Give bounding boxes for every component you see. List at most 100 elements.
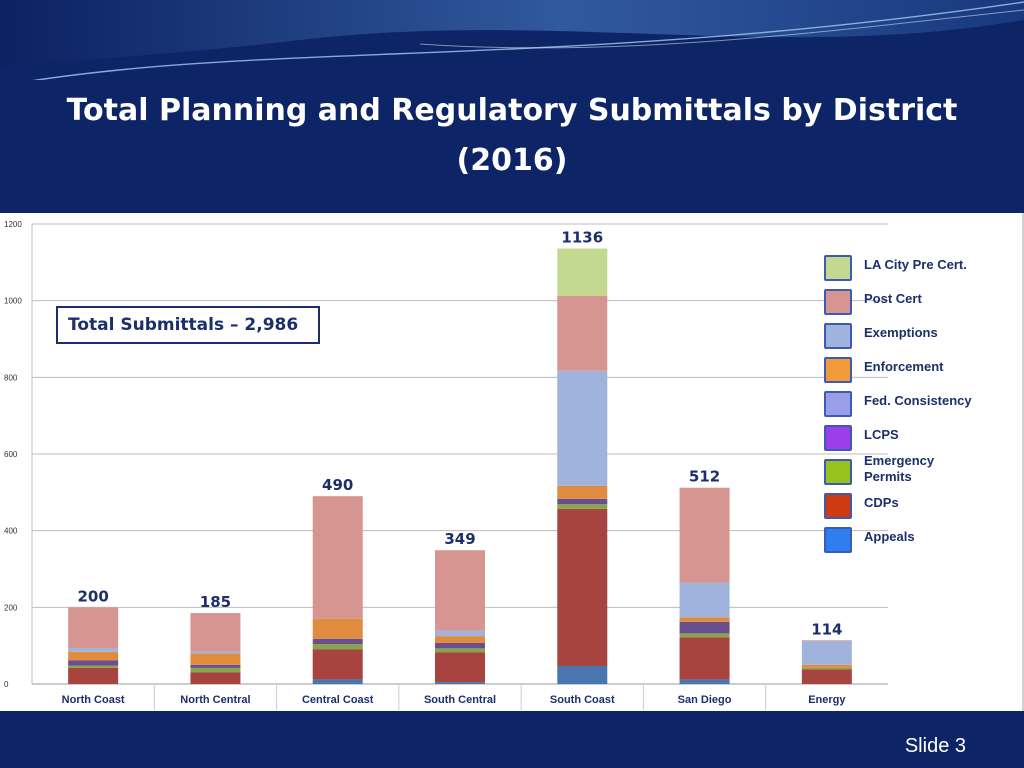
bar-segment — [679, 637, 730, 680]
legend-label: Post Cert — [864, 291, 922, 307]
bar-segment — [801, 669, 852, 684]
header-decoration — [0, 0, 1024, 80]
legend-label: CDPs — [864, 495, 899, 511]
bar-segment — [68, 667, 119, 684]
data-label: 512 — [689, 468, 720, 486]
stacked-bar-chart: 0 200 400 600 800 1000 1200 200 North Coast 185 No… — [4, 220, 888, 710]
legend-label-line: Appeals — [864, 529, 915, 544]
legend-label-line: LA City Pre Cert. — [864, 257, 967, 272]
legend-label: LA City Pre Cert. — [864, 257, 967, 273]
legend-swatch — [824, 493, 852, 519]
legend-label: Fed. Consistency — [864, 393, 972, 409]
legend-item: Post Cert — [824, 287, 1024, 315]
legend-item: Appeals — [824, 525, 1024, 553]
legend-swatch — [824, 391, 852, 417]
bar-segment — [190, 613, 241, 652]
x-tick-label: San Diego — [678, 694, 732, 706]
bar-segment — [190, 667, 241, 673]
legend-swatch — [824, 527, 852, 553]
bar-segment — [68, 665, 119, 668]
bar-segment — [312, 618, 363, 639]
legend-item: LCPS — [824, 423, 1024, 451]
y-tick-label: 800 — [4, 373, 18, 382]
legend-item: Enforcement — [824, 355, 1024, 383]
legend-swatch — [824, 459, 852, 485]
panel-edge — [1022, 213, 1024, 711]
y-tick-label: 1200 — [4, 220, 22, 229]
data-label: 185 — [200, 593, 231, 611]
legend-label-line: LCPS — [864, 427, 899, 442]
bar-segment — [312, 679, 363, 684]
legend-swatch — [824, 255, 852, 281]
x-tick-label: South Central — [424, 694, 496, 706]
y-tick-label: 200 — [4, 603, 18, 612]
bar-segment — [68, 647, 119, 652]
bar-segment — [557, 248, 608, 296]
bar-segment — [190, 653, 241, 665]
legend-label-line: Permits — [864, 469, 912, 484]
legend-swatch — [824, 357, 852, 383]
data-label: 490 — [322, 476, 353, 494]
legend-label-line: Enforcement — [864, 359, 944, 374]
bar-segment — [312, 496, 363, 619]
x-tick-label: South Coast — [550, 694, 615, 706]
legend-swatch — [824, 425, 852, 451]
bar-segment — [557, 504, 608, 509]
bar-segment — [679, 487, 730, 583]
bar-segment — [190, 672, 241, 684]
legend-label-line: Fed. Consistency — [864, 393, 972, 408]
x-tick-label: Energy — [808, 694, 846, 706]
x-tick-label: Central Coast — [302, 694, 374, 706]
bar-segment — [312, 649, 363, 680]
total-submittals-box: Total Submittals – 2,986 — [56, 306, 320, 344]
legend-label-line: CDPs — [864, 495, 899, 510]
y-tick-label: 400 — [4, 527, 18, 536]
bar-segment — [190, 651, 241, 654]
legend-label: Emergency Permits — [864, 453, 934, 485]
bar-segment — [801, 640, 852, 642]
x-tick-label: North Central — [180, 694, 250, 706]
bar-segment — [679, 679, 730, 684]
legend-item: CDPs — [824, 491, 1024, 519]
legend-label: LCPS — [864, 427, 899, 443]
slide-title: Total Planning and Regulatory Submittals… — [0, 86, 1024, 186]
bar-segment — [68, 651, 119, 661]
bar-segment — [435, 630, 485, 637]
bar-segment — [801, 664, 852, 668]
legend-label: Exemptions — [864, 325, 938, 341]
slide-number: Slide 3 — [904, 735, 966, 757]
slide-title-line1: Total Planning and Regulatory Submittals… — [66, 93, 958, 128]
bar-segment — [435, 652, 485, 683]
x-tick-label: North Coast — [62, 694, 125, 706]
chart-panel: 0 200 400 600 800 1000 1200 200 North Coast 185 No… — [0, 213, 1024, 711]
bar-segment — [557, 498, 608, 505]
legend-label: Appeals — [864, 529, 915, 545]
slide-title-line2: (2016) — [456, 143, 568, 178]
y-tick-label: 1000 — [4, 297, 22, 306]
bar-segment — [435, 682, 485, 684]
data-label: 114 — [811, 620, 842, 638]
bar-segment — [557, 370, 608, 486]
legend-item: LA City Pre Cert. — [824, 253, 1024, 281]
data-label: 1136 — [561, 229, 603, 247]
bar-segment — [801, 641, 852, 665]
bar-segment — [557, 665, 608, 684]
bar-segment — [557, 295, 608, 371]
bar-segment — [435, 648, 485, 653]
bar-segment — [557, 508, 608, 666]
bar-segment — [435, 550, 485, 631]
y-tick-label: 0 — [4, 680, 9, 689]
bar-segment — [190, 664, 241, 668]
bar-segment — [801, 667, 852, 670]
legend-label: Enforcement — [864, 359, 943, 375]
bar-segment — [312, 638, 363, 645]
data-label: 200 — [77, 587, 108, 605]
bar-segment — [312, 644, 363, 650]
legend-label-line: Emergency — [864, 453, 935, 468]
bar-segment — [68, 607, 119, 648]
bar-segment — [679, 633, 730, 638]
legend-label-line: Exemptions — [864, 325, 938, 340]
legend-item: Fed. Consistency — [824, 389, 1024, 417]
legend-item: Emergency Permits — [824, 453, 1024, 485]
bar-segment — [679, 582, 730, 618]
